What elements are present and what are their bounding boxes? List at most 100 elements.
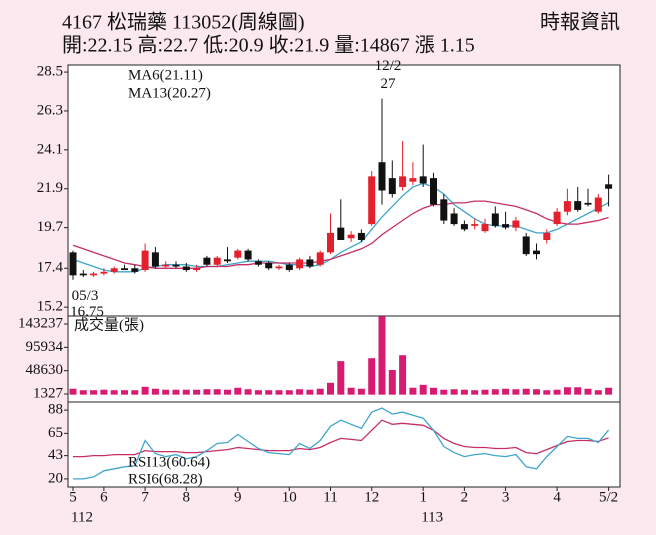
candle-body <box>224 259 231 262</box>
candle-body <box>553 211 561 225</box>
candle-body <box>110 268 118 272</box>
legend-entry: RSI6(68.28) <box>128 471 203 487</box>
annotation: 12/2 <box>375 58 402 74</box>
volume-bar <box>316 388 324 395</box>
volume-bar <box>553 389 561 395</box>
candle-body <box>399 176 407 187</box>
quote: 開:22.15 高:22.7 低:20.9 收:21.9 量:14867 漲 1… <box>62 34 475 57</box>
volume-bar <box>337 361 345 395</box>
candle-body <box>203 257 211 265</box>
volume-bar <box>265 390 273 395</box>
legend-entry: MA6(21.11) <box>128 67 203 83</box>
volume-bar <box>69 388 77 395</box>
candle-body <box>275 266 283 269</box>
line <box>73 407 610 480</box>
volume-bar <box>121 390 128 395</box>
title: 4167 松瑞藥 113052(周線圖) <box>62 11 305 34</box>
x-tick-label: 1 <box>419 489 427 505</box>
y-tick-label: 20 <box>48 470 63 486</box>
y-tick-label: 19.7 <box>37 219 64 235</box>
candle-body <box>440 199 448 221</box>
candle-body <box>502 224 510 228</box>
volume-bar <box>543 390 551 395</box>
candle-body <box>533 250 540 255</box>
volume-bar <box>491 389 499 395</box>
volume-bar <box>440 389 448 395</box>
candle-body <box>151 252 159 267</box>
x-tick-label: 6 <box>100 489 108 505</box>
x-tick-label: 5 <box>69 489 77 505</box>
candle-body <box>121 268 128 271</box>
candle-body <box>512 220 520 228</box>
y-tick-label: 1327 <box>33 385 64 401</box>
candle-body <box>357 232 365 240</box>
volume-bar <box>203 389 211 395</box>
y-tick-label: 48630 <box>26 362 64 378</box>
year-label: 113 <box>421 509 443 525</box>
annotation: 27 <box>381 76 397 92</box>
y-tick-label: 28.5 <box>37 64 63 80</box>
x-tick-label: 10 <box>282 489 297 505</box>
candle-body <box>296 259 304 269</box>
volume-bar <box>594 390 602 395</box>
volume-bar <box>151 388 159 395</box>
candle-body <box>605 184 613 189</box>
volume-bar <box>224 389 231 395</box>
candle-body <box>584 202 592 205</box>
candle-body <box>388 178 396 195</box>
volume-bar <box>254 390 262 395</box>
candle-body <box>491 213 499 226</box>
volume-bar <box>563 387 571 395</box>
volume-bar <box>522 388 530 395</box>
x-tick-label: 9 <box>234 489 242 505</box>
volume-bar <box>234 387 242 395</box>
volume-bar <box>502 388 510 395</box>
candle-body <box>368 176 376 225</box>
x-tick-label: 12 <box>364 489 379 505</box>
volume-bar <box>141 386 149 395</box>
y-tick-label: 65 <box>48 425 63 441</box>
rsi-panel <box>67 401 621 488</box>
volume-bar <box>306 389 314 395</box>
price-panel <box>67 64 621 317</box>
candle-body <box>316 252 324 265</box>
candle-body <box>347 234 355 239</box>
volume-bar <box>399 355 407 395</box>
candle-body <box>471 224 479 226</box>
y-tick-label: 26.3 <box>37 102 63 118</box>
candle-body <box>131 268 139 272</box>
y-tick-label: 88 <box>48 402 63 418</box>
candle-body <box>182 266 190 271</box>
candle-body <box>254 261 262 265</box>
candle-body <box>378 162 386 191</box>
candle-body <box>450 213 458 225</box>
volume-bar <box>327 382 334 395</box>
volume-bar <box>275 390 283 395</box>
volume-bar <box>533 389 540 395</box>
x-tick-label: 4 <box>553 489 561 505</box>
volume-bar <box>605 387 613 395</box>
volume-bar <box>460 389 468 395</box>
y-tick-label: 17.4 <box>37 260 64 276</box>
legend-entry: MA13(20.27) <box>128 85 211 101</box>
candle-body <box>90 273 98 276</box>
x-tick-label: 2 <box>461 489 469 505</box>
volume-bar <box>193 389 201 395</box>
x-tick-label: 3 <box>502 489 510 505</box>
volume-bar <box>347 387 355 395</box>
candle-body <box>543 232 551 240</box>
volume-bar <box>162 389 170 395</box>
y-tick-label: 21.9 <box>37 180 63 196</box>
volume-bar <box>419 384 427 395</box>
y-tick-label: 143237 <box>18 315 64 331</box>
annotation: 05/3 <box>72 288 99 304</box>
candle-body <box>419 176 427 184</box>
volume-bar <box>100 389 108 395</box>
candle-body <box>162 264 170 267</box>
candle-body <box>460 224 468 230</box>
volume-bar <box>357 388 365 395</box>
candle-body <box>481 224 489 232</box>
volume-bar <box>182 389 190 395</box>
source: 時報資訊 <box>540 11 620 34</box>
